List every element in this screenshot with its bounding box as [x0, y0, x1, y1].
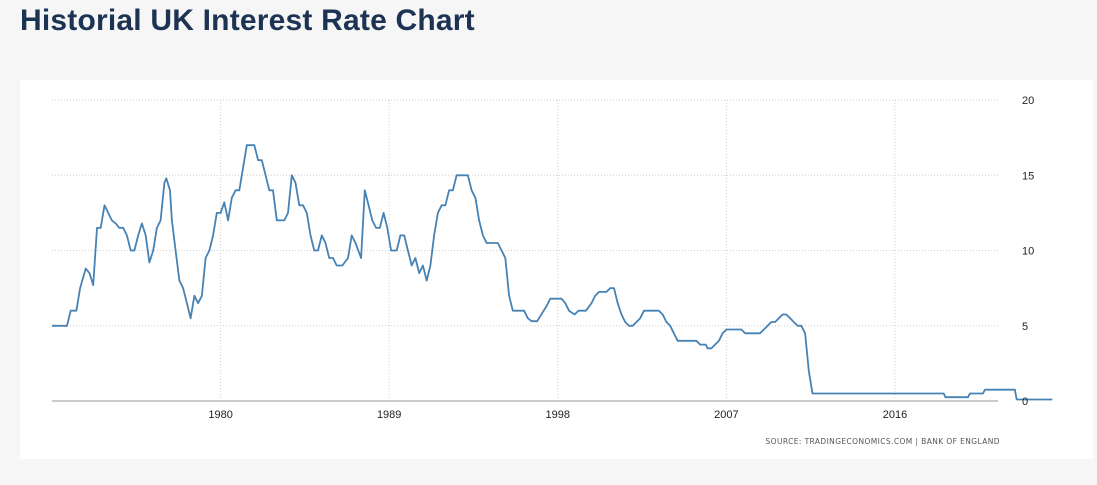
- y-tick-label: 15: [1022, 170, 1034, 182]
- line-chart: 0 5 10 15 20 1980 1989 1998 2007 2016: [52, 95, 1053, 421]
- x-tick-label: 1998: [546, 409, 570, 421]
- y-tick-label: 5: [1022, 321, 1028, 333]
- x-tick-label: 1989: [377, 409, 401, 421]
- x-tick-label: 1980: [208, 409, 232, 421]
- y-axis-ticks: 0 5 10 15 20: [1022, 95, 1034, 408]
- source-attribution: SOURCE: TRADINGECONOMICS.COM | BANK OF E…: [765, 437, 1000, 446]
- x-axis-ticks: 1980 1989 1998 2007 2016: [208, 409, 907, 421]
- x-tick-label: 2016: [883, 409, 907, 421]
- page-title: Historial UK Interest Rate Chart: [20, 4, 475, 37]
- y-tick-label: 10: [1022, 246, 1034, 258]
- grid-lines: [52, 99, 998, 402]
- series-line-interest-rate: [52, 144, 1053, 401]
- chart-card: 0 5 10 15 20 1980 1989 1998 2007 2016 SOURCE: TR…: [20, 80, 1093, 459]
- y-tick-label: 0: [1022, 396, 1028, 408]
- x-tick-label: 2007: [714, 409, 738, 421]
- y-tick-label: 20: [1022, 95, 1034, 107]
